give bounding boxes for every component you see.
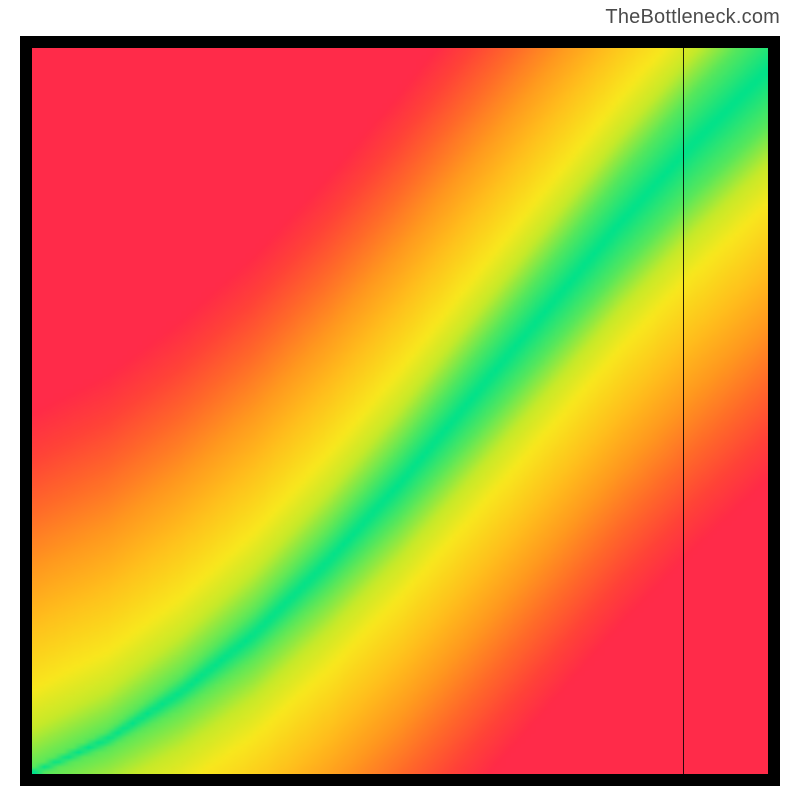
heatmap-canvas <box>32 48 768 774</box>
page-root: TheBottleneck.com <box>0 0 800 800</box>
reference-marker <box>678 37 688 47</box>
watermark-text: TheBottleneck.com <box>605 6 780 29</box>
heatmap-inner <box>32 48 768 774</box>
vertical-reference-line <box>683 48 684 774</box>
heatmap-frame <box>20 36 780 786</box>
